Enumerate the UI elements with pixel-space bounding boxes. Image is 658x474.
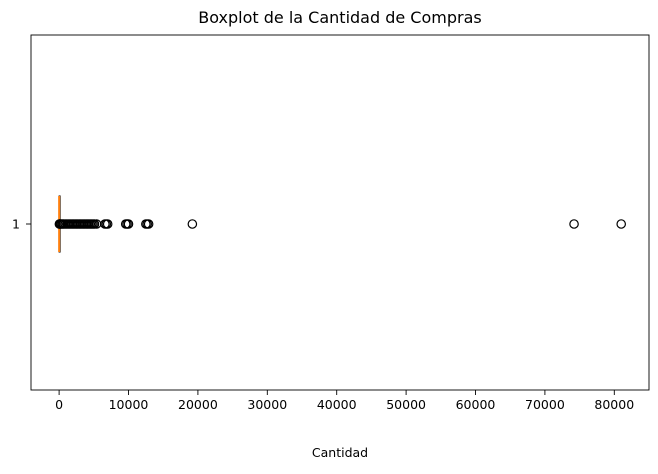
x-tick-label: 50000 (386, 397, 426, 412)
x-tick-label: 70000 (525, 397, 565, 412)
outlier-point (616, 219, 627, 229)
plot-frame (30, 34, 650, 391)
outlier-point (102, 219, 113, 229)
x-axis: 0 10000 20000 30000 40000 50000 60000 70000 8000… (55, 390, 634, 412)
y-axis: 1 (12, 217, 31, 232)
x-tick-label: 60000 (456, 397, 496, 412)
x-tick-label: 40000 (317, 397, 357, 412)
y-tick-label: 1 (12, 217, 20, 232)
x-axis-label: Cantidad (312, 445, 368, 460)
outlier-point (569, 219, 579, 229)
outlier-point (123, 219, 134, 229)
outlier-point (187, 219, 198, 229)
x-tick-label: 10000 (109, 397, 149, 412)
outlier-point (143, 219, 154, 229)
outlier-points (54, 219, 627, 229)
x-tick-label: 0 (55, 397, 63, 412)
x-tick-label: 80000 (594, 397, 634, 412)
chart-title: Boxplot de la Cantidad de Compras (198, 8, 481, 27)
x-tick-label: 30000 (247, 397, 287, 412)
x-tick-label: 20000 (178, 397, 218, 412)
